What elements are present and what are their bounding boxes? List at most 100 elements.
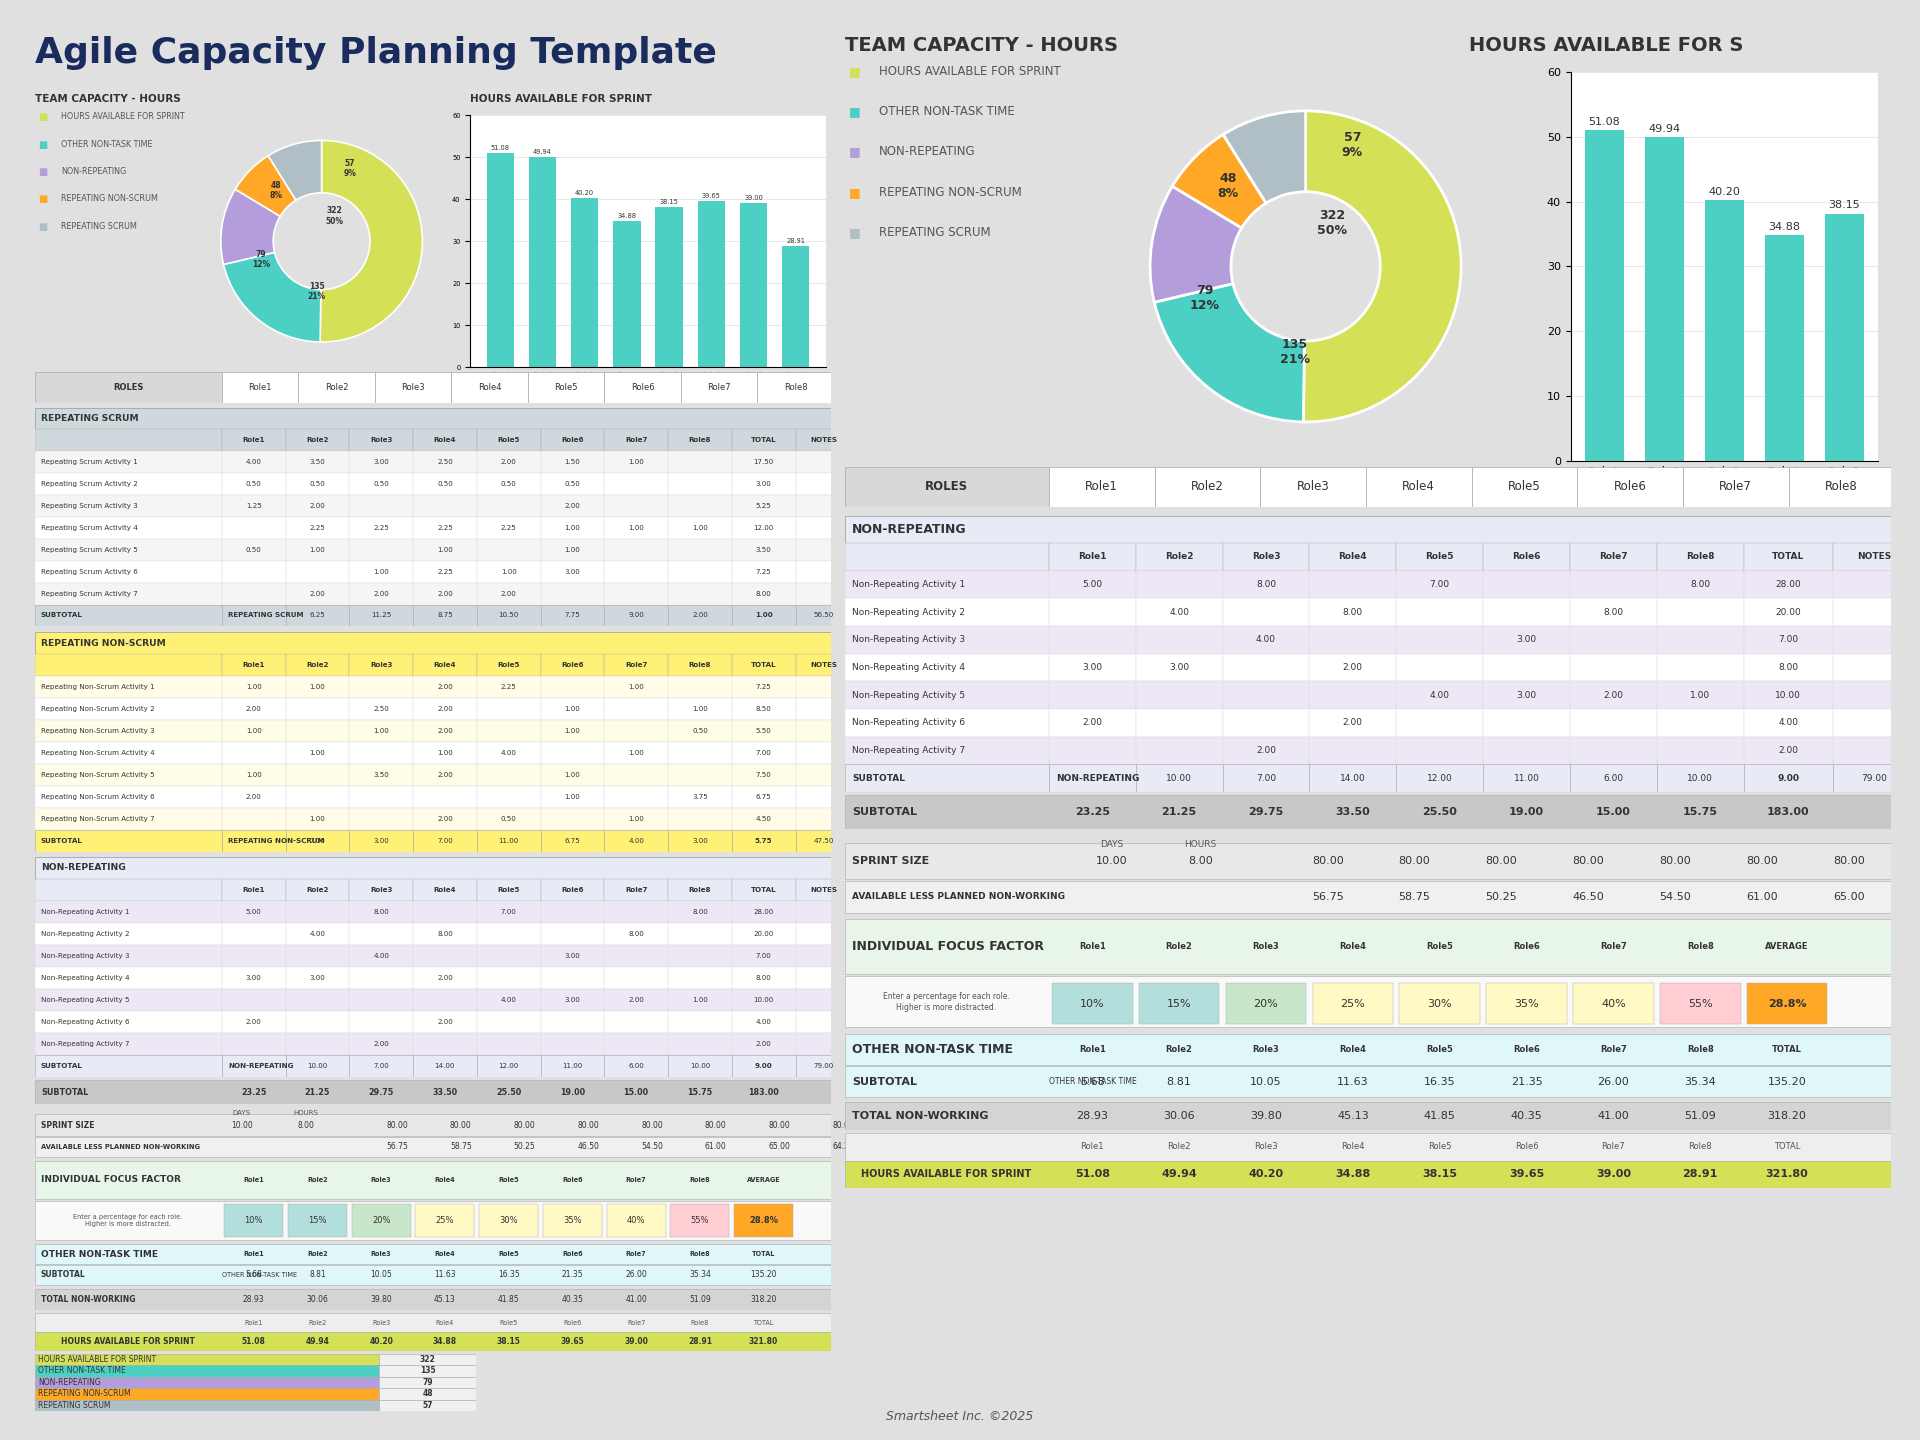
Bar	[1309, 543, 1396, 570]
Text: 7.50: 7.50	[756, 772, 772, 779]
Text: 1.00: 1.00	[628, 684, 643, 690]
Text: 3.00: 3.00	[1169, 662, 1188, 672]
Text: Role2: Role2	[305, 438, 328, 444]
Text: 12.00: 12.00	[499, 1063, 518, 1068]
Bar	[541, 720, 605, 743]
Bar	[1396, 599, 1482, 626]
Bar	[1832, 708, 1916, 737]
Text: 3.00: 3.00	[564, 569, 580, 575]
Text: 15%: 15%	[1167, 998, 1192, 1008]
Bar	[223, 743, 286, 765]
Text: 14.00: 14.00	[434, 1063, 455, 1068]
Bar	[35, 1056, 223, 1077]
Bar	[35, 517, 223, 539]
Bar	[1482, 654, 1571, 681]
Bar	[35, 1313, 831, 1332]
Bar	[1048, 626, 1137, 654]
Text: HOURS AVAILABLE FOR SPRINT: HOURS AVAILABLE FOR SPRINT	[862, 1169, 1031, 1179]
Bar	[223, 474, 286, 495]
Bar	[1657, 599, 1743, 626]
Text: 2.00: 2.00	[438, 975, 453, 981]
Text: 1.00: 1.00	[628, 750, 643, 756]
Text: 23.25: 23.25	[1075, 808, 1110, 816]
Text: 8.00: 8.00	[628, 930, 643, 937]
Text: Non-Repeating Activity 6: Non-Repeating Activity 6	[40, 1020, 129, 1025]
Bar	[845, 1133, 1891, 1161]
Bar	[845, 467, 1048, 507]
Bar	[1225, 984, 1306, 1024]
Text: Role8: Role8	[1826, 480, 1859, 494]
Bar	[476, 786, 541, 808]
Bar	[223, 786, 286, 808]
Text: 322
50%: 322 50%	[1317, 209, 1348, 236]
Text: 2.00: 2.00	[372, 590, 390, 596]
Bar	[476, 451, 541, 474]
Bar	[1571, 708, 1657, 737]
Bar	[795, 451, 851, 474]
Bar	[1048, 737, 1137, 765]
Bar	[1223, 765, 1309, 792]
Text: 0.50: 0.50	[501, 816, 516, 822]
Text: Role2: Role2	[307, 1251, 328, 1257]
Bar	[795, 698, 851, 720]
Text: 7.00: 7.00	[501, 909, 516, 914]
Text: TOTAL NON-WORKING: TOTAL NON-WORKING	[852, 1112, 989, 1120]
Text: 322: 322	[420, 1355, 436, 1364]
Text: 7.00: 7.00	[1778, 635, 1799, 645]
Text: 1.00: 1.00	[246, 772, 261, 779]
Bar	[476, 1056, 541, 1077]
Text: 1.00: 1.00	[501, 569, 516, 575]
Text: 135.20: 135.20	[1768, 1077, 1807, 1087]
Text: Role1: Role1	[244, 1176, 265, 1184]
Bar	[605, 968, 668, 989]
Text: 1.00: 1.00	[564, 772, 580, 779]
Text: 34.88: 34.88	[1768, 222, 1801, 232]
Bar	[845, 880, 1891, 913]
Bar	[35, 1266, 831, 1284]
Text: 40%: 40%	[628, 1217, 645, 1225]
Text: SUBTOTAL: SUBTOTAL	[40, 1270, 86, 1279]
Bar	[605, 677, 668, 698]
Text: 5.68: 5.68	[246, 1270, 263, 1279]
Bar	[1764, 235, 1803, 461]
Text: 80.00: 80.00	[1398, 857, 1430, 867]
Bar	[1137, 737, 1223, 765]
Text: 51.09: 51.09	[1684, 1112, 1716, 1120]
Bar	[541, 605, 605, 626]
Text: 2.00: 2.00	[372, 1041, 390, 1047]
Bar	[541, 901, 605, 923]
Bar	[541, 495, 605, 517]
Text: Role1: Role1	[244, 1251, 265, 1257]
Bar	[1309, 626, 1396, 654]
Bar	[413, 923, 476, 945]
Bar	[732, 720, 795, 743]
Text: 0.50: 0.50	[691, 729, 708, 734]
Bar	[1137, 765, 1223, 792]
Bar	[476, 765, 541, 786]
Text: 1.00: 1.00	[372, 569, 390, 575]
Text: 322
50%: 322 50%	[326, 206, 344, 226]
Bar	[35, 605, 223, 626]
Bar	[668, 560, 732, 583]
Bar	[1309, 708, 1396, 737]
Text: 25.50: 25.50	[495, 1087, 522, 1097]
Text: 11.00: 11.00	[1513, 773, 1540, 783]
Bar	[668, 517, 732, 539]
Text: 2.00: 2.00	[691, 612, 708, 618]
Text: Role6: Role6	[561, 438, 584, 444]
Text: 11.63: 11.63	[434, 1270, 455, 1279]
Text: 48
8%: 48 8%	[1217, 171, 1238, 200]
Text: 0.50: 0.50	[372, 481, 390, 487]
Bar	[35, 474, 223, 495]
Bar	[286, 923, 349, 945]
Text: 58.75: 58.75	[449, 1142, 472, 1151]
Text: 3.00: 3.00	[1517, 635, 1536, 645]
Bar	[845, 599, 1048, 626]
Bar	[286, 808, 349, 831]
Text: 56.50: 56.50	[814, 612, 833, 618]
Text: 6.75: 6.75	[564, 838, 580, 844]
Bar	[476, 989, 541, 1011]
Bar	[286, 698, 349, 720]
Bar	[541, 677, 605, 698]
Bar	[413, 808, 476, 831]
